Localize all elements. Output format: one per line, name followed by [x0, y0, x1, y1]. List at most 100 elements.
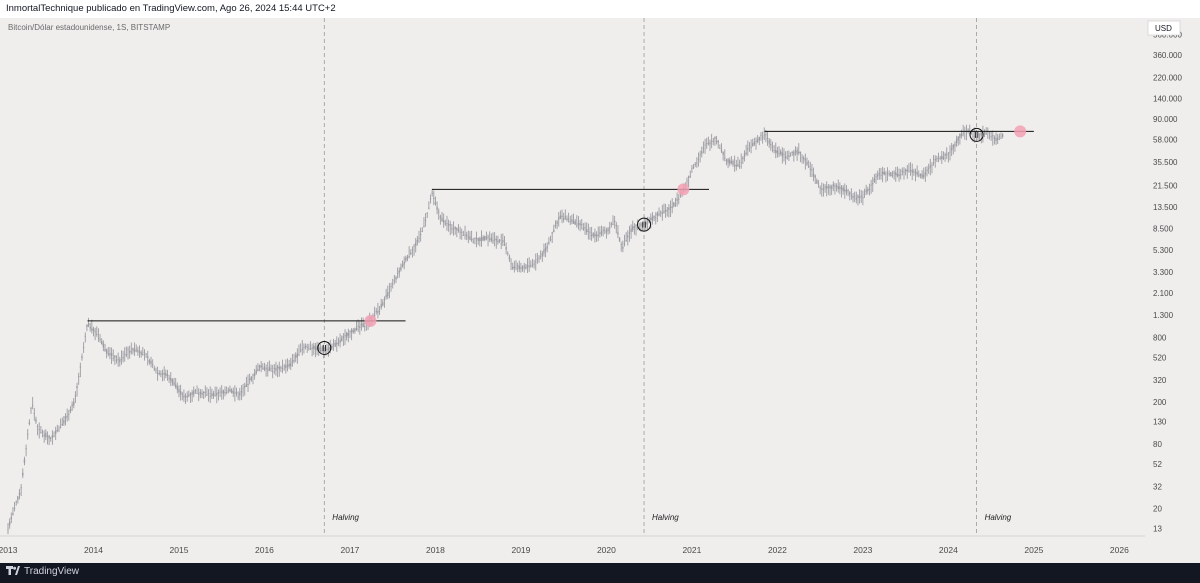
candle-body	[834, 185, 836, 187]
candle-body	[505, 247, 507, 250]
candle-body	[610, 223, 613, 225]
candle-body	[839, 186, 841, 189]
candle-body	[671, 206, 673, 208]
candle-body	[755, 140, 757, 142]
price-tick-label: 360.000	[1153, 51, 1182, 60]
candle-body	[301, 349, 303, 351]
candle-body	[45, 432, 47, 438]
candle-body	[470, 238, 473, 241]
candle-body	[406, 256, 409, 259]
candle-body	[260, 365, 262, 368]
candle-body	[105, 349, 108, 354]
candle-body	[171, 379, 174, 383]
candle-body	[206, 394, 208, 396]
candle-body	[184, 395, 187, 397]
candle-body	[793, 151, 795, 156]
candle-body	[423, 226, 425, 227]
candle-body	[853, 195, 856, 197]
candle-body	[651, 216, 654, 221]
candle-body	[454, 226, 456, 229]
candle-body	[850, 195, 853, 197]
time-tick-label: 2022	[768, 545, 787, 555]
candle-body	[737, 164, 739, 167]
candle-body	[232, 391, 234, 394]
candle-body	[536, 259, 539, 261]
candle-body	[725, 160, 728, 161]
candle-body	[852, 196, 854, 199]
candle-body	[625, 240, 627, 241]
candle-body	[886, 172, 889, 174]
candle-body	[81, 356, 83, 359]
candle-body	[873, 178, 876, 182]
candle-body	[115, 359, 118, 361]
candle-body	[319, 347, 322, 352]
candle-body	[816, 180, 818, 184]
candle-body	[341, 337, 343, 341]
candle-body	[998, 136, 1001, 138]
candle-body	[516, 265, 519, 267]
candle-body	[198, 394, 200, 396]
candle-body	[988, 132, 991, 134]
candle-body	[715, 141, 718, 142]
candle-body	[885, 173, 887, 175]
tradingview-logo[interactable]: TradingView	[6, 566, 79, 577]
candle-body	[493, 238, 496, 240]
candle-body	[262, 368, 264, 370]
candle-body	[170, 378, 172, 381]
candle-body	[35, 419, 37, 423]
candle-body	[604, 229, 606, 231]
candle-body	[934, 158, 936, 161]
candle-body	[439, 216, 442, 218]
candle-body	[38, 429, 40, 431]
candle-body	[373, 315, 376, 317]
candle-body	[400, 267, 402, 271]
candle-body	[283, 365, 285, 367]
candle-body	[847, 189, 849, 191]
candle-body	[322, 347, 325, 353]
candle-body	[145, 353, 147, 355]
candle-body	[124, 354, 126, 356]
time-axis[interactable]: 2013 2014 2015 2016 2017 2018 2019 2020 2021 2022…	[0, 545, 1129, 555]
candle-body	[23, 459, 26, 463]
candle-body	[99, 339, 101, 340]
price-axis[interactable]: 560.000360.000220.000140.00090.00058.000…	[1153, 31, 1182, 534]
candle-body	[339, 339, 341, 343]
candle-body	[50, 437, 52, 439]
candle-body	[107, 353, 109, 355]
candle-body	[332, 343, 335, 345]
candle-body	[975, 136, 978, 138]
candle-body	[41, 431, 44, 433]
candle-body	[474, 238, 476, 240]
candle-body	[646, 222, 649, 224]
candle-body	[620, 244, 622, 246]
time-tick-label: 2026	[1110, 545, 1129, 555]
candle-body	[791, 151, 793, 153]
candle-body	[931, 164, 933, 166]
candle-body	[168, 377, 170, 379]
candle-body	[391, 283, 394, 285]
candle-body	[120, 359, 123, 361]
candle-body	[488, 238, 491, 240]
candle-body	[867, 188, 869, 192]
candle-body	[788, 155, 790, 157]
candle-body	[327, 347, 330, 351]
candle-body	[484, 235, 486, 241]
candle-body	[132, 347, 134, 351]
candle-body	[692, 167, 695, 168]
candle-body	[173, 382, 175, 385]
candle-body	[658, 213, 660, 216]
candle-body	[362, 323, 364, 328]
candle-body	[239, 392, 241, 396]
candle-body	[191, 392, 193, 395]
candle-body	[125, 354, 128, 356]
candle-body	[92, 328, 95, 332]
candle-body	[576, 225, 578, 227]
currency-badge[interactable]	[1147, 20, 1181, 36]
candle-body	[978, 133, 981, 135]
candle-body	[950, 148, 953, 151]
candle-body	[781, 152, 784, 157]
candle-body	[539, 255, 542, 257]
candle-body	[497, 240, 499, 243]
